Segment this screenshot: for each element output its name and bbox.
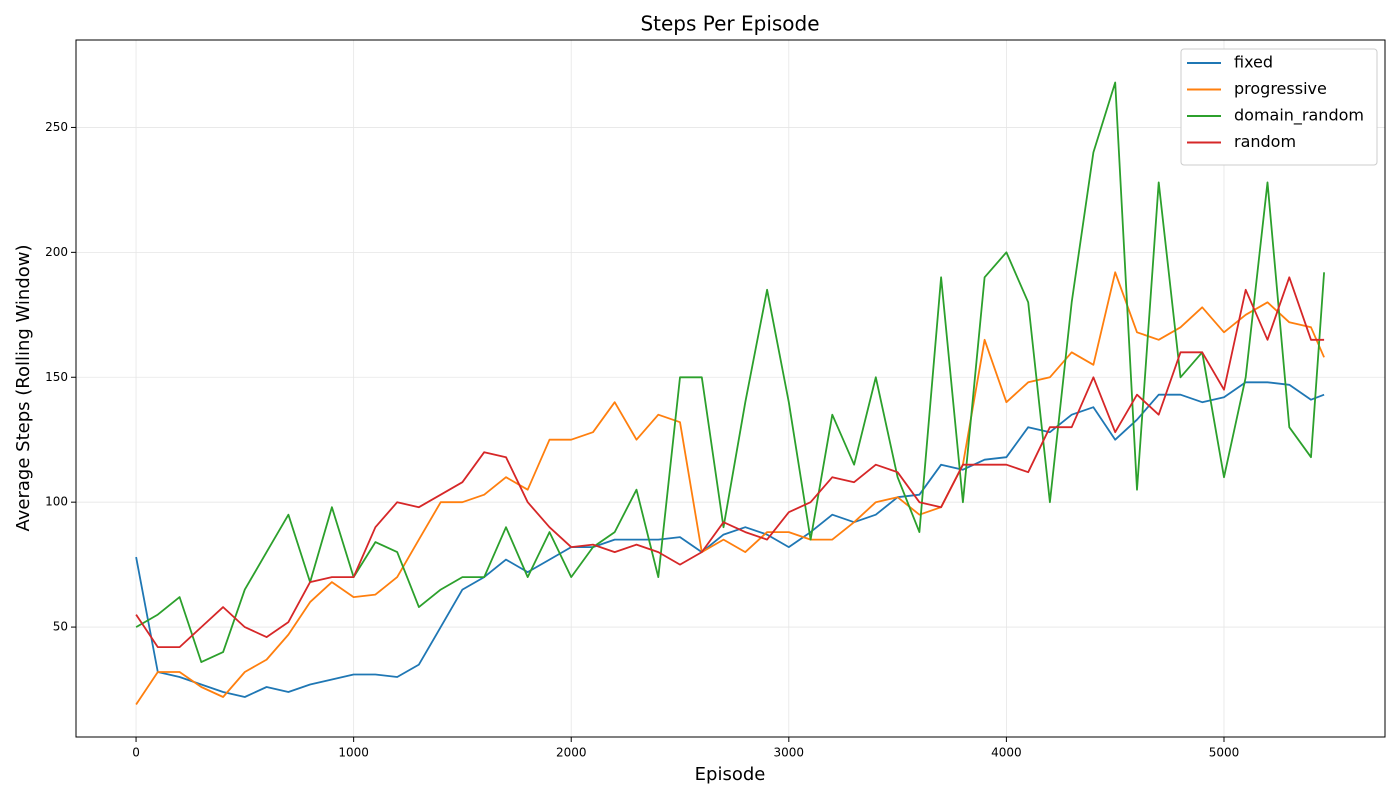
series-line — [135, 381, 1325, 698]
series-line — [135, 81, 1325, 663]
legend-label: domain_random — [1234, 106, 1364, 126]
plot-frame — [75, 39, 1386, 738]
x-tick-label: 1000 — [338, 746, 369, 760]
y-tick-label: 100 — [45, 495, 68, 509]
x-tick-label: 2000 — [556, 746, 587, 760]
y-axis-label: Average Steps (Rolling Window) — [13, 244, 34, 531]
x-tick-label: 3000 — [774, 746, 805, 760]
x-tick-label: 0 — [132, 746, 140, 760]
y-tick-label: 150 — [45, 370, 68, 384]
y-tick-label: 250 — [45, 120, 68, 134]
y-tick-label: 200 — [45, 245, 68, 259]
x-axis-label: Episode — [695, 764, 766, 785]
legend-box — [1180, 48, 1378, 166]
series-line — [135, 271, 1325, 705]
x-tick-label: 5000 — [1209, 746, 1240, 760]
y-tick-label: 50 — [53, 620, 68, 634]
x-tick-label: 4000 — [991, 746, 1022, 760]
legend-label: progressive — [1234, 79, 1327, 98]
legend-label: random — [1234, 132, 1296, 151]
series-line — [135, 276, 1325, 648]
legend-label: fixed — [1234, 53, 1273, 72]
chart-title: Steps Per Episode — [640, 12, 819, 36]
